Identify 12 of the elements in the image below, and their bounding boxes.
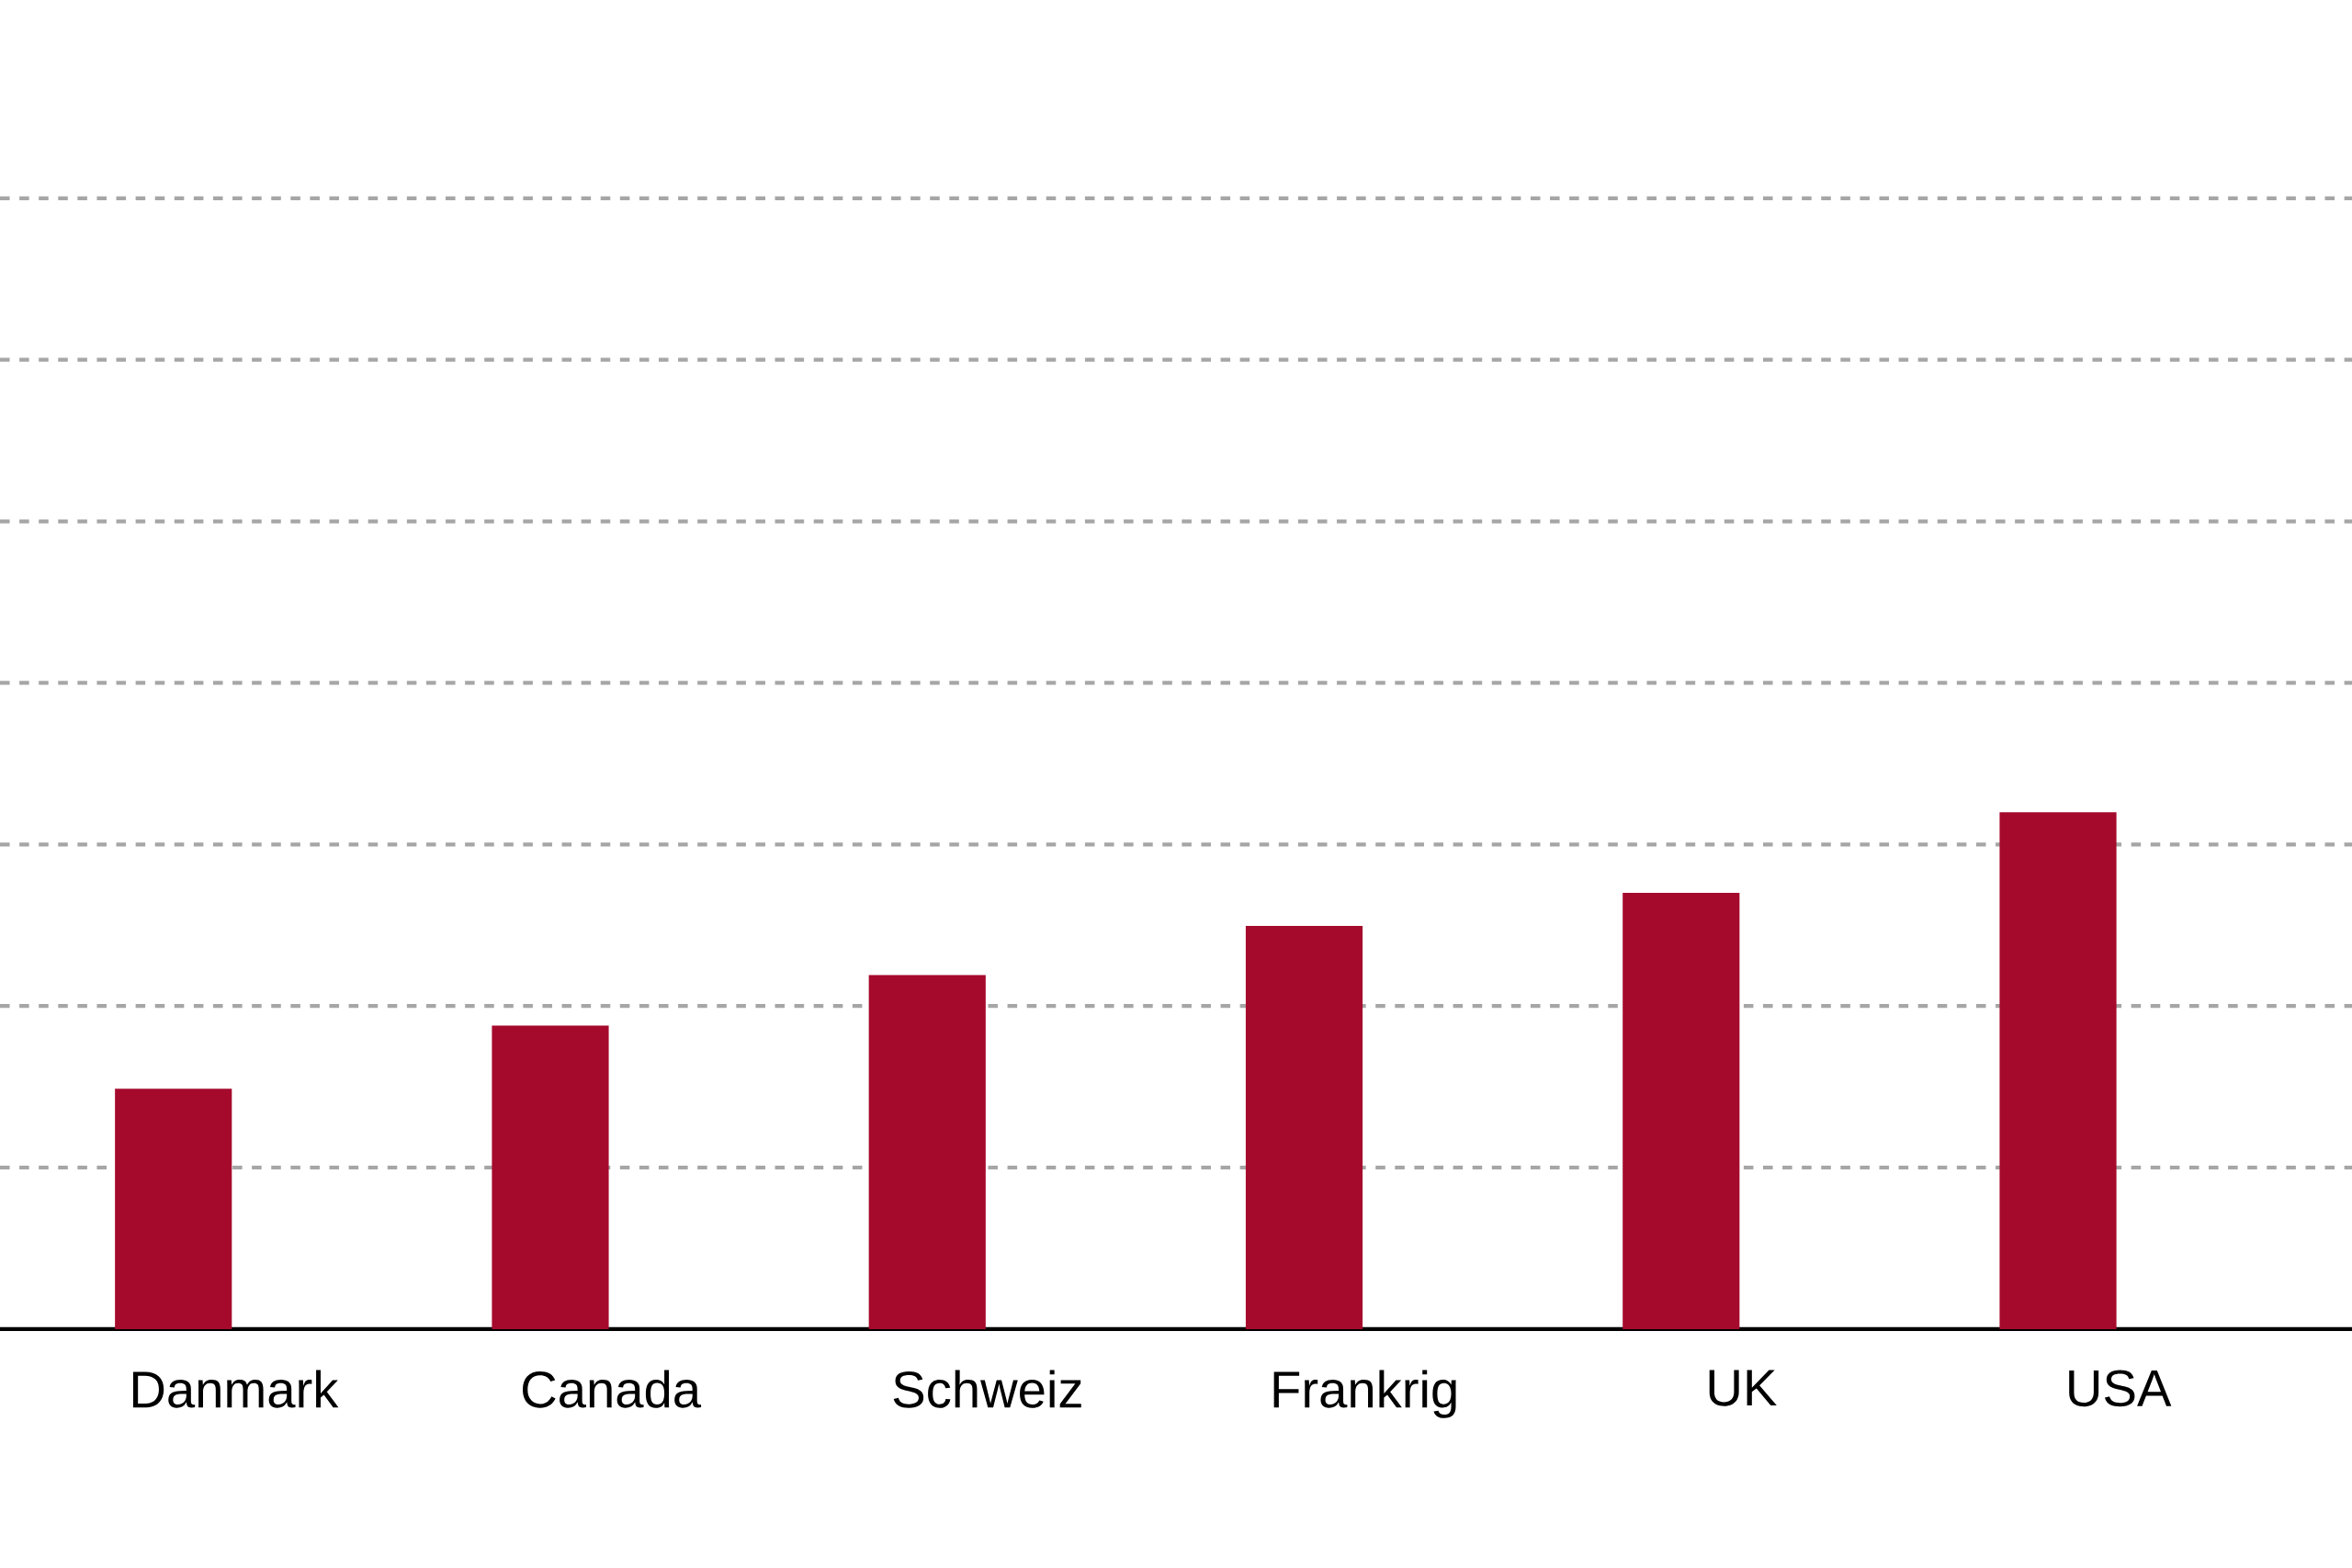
bar xyxy=(1623,892,1740,1329)
x-tick-label: Danmark xyxy=(132,1370,339,1408)
x-tick-label: UK xyxy=(1709,1370,1777,1406)
x-tick-label: Frankrig xyxy=(1273,1370,1456,1418)
x-tick-label: Canada xyxy=(523,1370,702,1408)
bar xyxy=(1999,812,2117,1329)
bar xyxy=(1245,926,1363,1329)
x-tick-label: Schweiz xyxy=(893,1370,1081,1408)
bar xyxy=(492,1025,609,1329)
bar xyxy=(868,975,986,1329)
bar xyxy=(115,1089,232,1329)
x-tick-label: USA xyxy=(2069,1370,2172,1407)
